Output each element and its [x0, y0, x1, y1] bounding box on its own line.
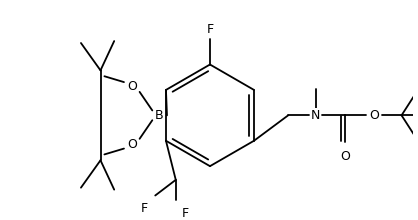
Text: B: B [155, 109, 163, 122]
Text: F: F [206, 23, 214, 36]
Text: F: F [140, 202, 148, 215]
Text: N: N [311, 109, 320, 122]
Text: O: O [127, 138, 137, 151]
Text: O: O [127, 79, 137, 93]
Text: O: O [369, 109, 379, 122]
Text: O: O [340, 150, 350, 163]
Text: F: F [182, 207, 189, 220]
